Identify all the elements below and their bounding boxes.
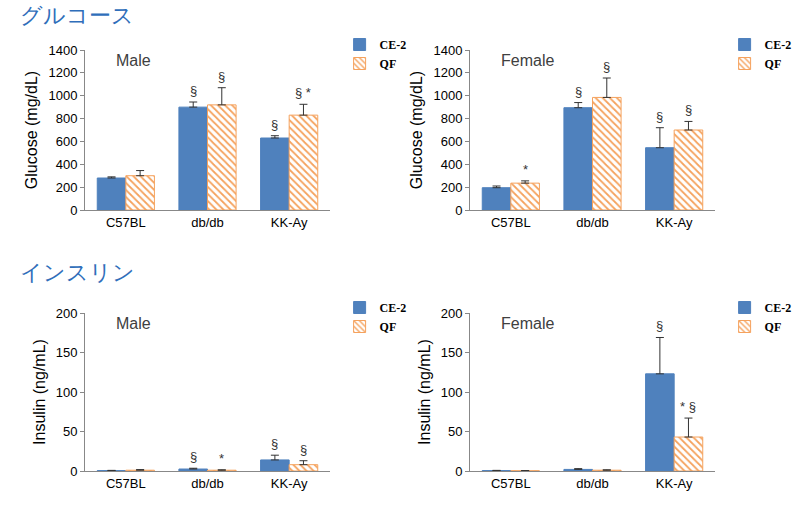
svg-text:150: 150 — [441, 345, 463, 360]
svg-text:1200: 1200 — [48, 65, 77, 80]
svg-text:インスリン: インスリン — [20, 260, 135, 285]
svg-text:QF: QF — [380, 57, 397, 71]
svg-text:§: § — [685, 102, 692, 117]
svg-text:§: § — [656, 109, 663, 124]
svg-text:400: 400 — [441, 157, 463, 172]
svg-text:QF: QF — [380, 320, 397, 334]
svg-text:CE-2: CE-2 — [380, 38, 407, 52]
svg-text:150: 150 — [56, 345, 78, 360]
svg-text:Glucose (mg/dL): Glucose (mg/dL) — [408, 71, 425, 189]
svg-text:CE-2: CE-2 — [765, 38, 792, 52]
svg-text:1400: 1400 — [433, 43, 462, 58]
svg-text:KK-Ay: KK-Ay — [271, 215, 308, 230]
svg-text:Glucose (mg/dL): Glucose (mg/dL) — [23, 71, 40, 189]
svg-text:*: * — [219, 451, 224, 466]
svg-text:200: 200 — [441, 180, 463, 195]
svg-text:§: § — [271, 436, 278, 451]
svg-text:§: § — [300, 442, 307, 457]
svg-text:§: § — [603, 59, 610, 74]
svg-text:KK-Ay: KK-Ay — [656, 215, 693, 230]
svg-text:50: 50 — [63, 424, 77, 439]
svg-text:§: § — [190, 449, 197, 464]
svg-text:CE-2: CE-2 — [380, 301, 407, 315]
svg-text:0: 0 — [70, 203, 77, 218]
svg-text:Female: Female — [501, 52, 554, 69]
svg-text:db/db: db/db — [191, 215, 224, 230]
svg-text:C57BL: C57BL — [491, 476, 531, 491]
svg-text:QF: QF — [765, 57, 782, 71]
svg-text:1200: 1200 — [433, 65, 462, 80]
svg-text:0: 0 — [70, 464, 77, 479]
svg-text:db/db: db/db — [576, 476, 609, 491]
svg-text:§: § — [575, 84, 582, 99]
svg-text:§: § — [271, 117, 278, 132]
svg-text:Male: Male — [116, 52, 151, 69]
svg-text:1400: 1400 — [48, 43, 77, 58]
svg-text:0: 0 — [455, 464, 462, 479]
svg-text:800: 800 — [56, 111, 78, 126]
svg-text:1000: 1000 — [433, 88, 462, 103]
svg-text:600: 600 — [441, 134, 463, 149]
svg-text:Female: Female — [501, 315, 554, 332]
svg-text:§: § — [218, 69, 225, 84]
svg-text:db/db: db/db — [191, 476, 224, 491]
svg-text:200: 200 — [441, 306, 463, 321]
svg-text:* §: * § — [680, 399, 696, 414]
svg-text:100: 100 — [441, 385, 463, 400]
svg-text:600: 600 — [56, 134, 78, 149]
svg-text:§: § — [190, 83, 197, 98]
svg-text:§ *: § * — [295, 85, 311, 100]
svg-text:C57BL: C57BL — [106, 476, 146, 491]
svg-text:db/db: db/db — [576, 215, 609, 230]
svg-text:KK-Ay: KK-Ay — [271, 476, 308, 491]
svg-text:50: 50 — [448, 424, 462, 439]
svg-text:0: 0 — [455, 203, 462, 218]
svg-text:400: 400 — [56, 157, 78, 172]
svg-text:Insulin (ng/mL): Insulin (ng/mL) — [416, 339, 433, 445]
svg-text:200: 200 — [56, 180, 78, 195]
svg-text:Insulin (ng/mL): Insulin (ng/mL) — [31, 339, 48, 445]
svg-text:100: 100 — [56, 385, 78, 400]
svg-text:C57BL: C57BL — [491, 215, 531, 230]
svg-text:QF: QF — [765, 320, 782, 334]
svg-text:*: * — [523, 162, 528, 177]
svg-text:KK-Ay: KK-Ay — [656, 476, 693, 491]
svg-text:1000: 1000 — [48, 88, 77, 103]
svg-text:200: 200 — [56, 306, 78, 321]
svg-text:グルコース: グルコース — [20, 3, 134, 28]
svg-text:800: 800 — [441, 111, 463, 126]
svg-text:CE-2: CE-2 — [765, 301, 792, 315]
svg-text:Male: Male — [116, 315, 151, 332]
svg-text:§: § — [656, 318, 663, 333]
svg-text:C57BL: C57BL — [106, 215, 146, 230]
